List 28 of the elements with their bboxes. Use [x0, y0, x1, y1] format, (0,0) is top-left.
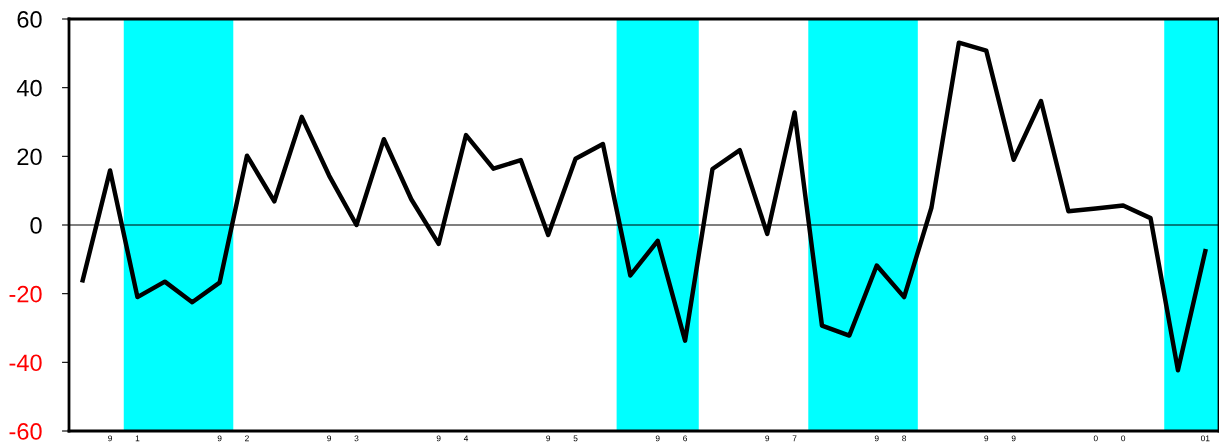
- x-tick-label: 9: [874, 435, 879, 442]
- x-tick-label: 9: [984, 435, 989, 442]
- y-tick-label: -40: [9, 354, 42, 372]
- x-tick-label: 6: [683, 435, 688, 442]
- x-tick-label: 9: [765, 435, 770, 442]
- x-tick-label: 9: [1011, 435, 1016, 442]
- x-tick-label: 01: [1201, 435, 1210, 442]
- x-tick-label: 2: [245, 435, 249, 442]
- x-tick-label: 3: [354, 435, 359, 442]
- x-tick-label: 9: [436, 435, 441, 442]
- x-tick-label: 8: [902, 435, 907, 442]
- x-tick-label: 4: [463, 435, 469, 442]
- y-tick-label: -60: [9, 423, 42, 440]
- x-tick-label: 5: [573, 435, 578, 442]
- x-tick-label: 9: [217, 435, 222, 442]
- y-tick-label: 0: [30, 217, 42, 234]
- x-tick-label: 9: [655, 435, 660, 442]
- y-tick-label: 40: [16, 79, 42, 97]
- x-tick-label: 1: [135, 435, 140, 442]
- y-tick-label: 60: [17, 11, 42, 28]
- x-tick-label: 9: [546, 435, 551, 442]
- x-tick-label: 0: [1093, 435, 1098, 442]
- x-tick-label: 9: [108, 435, 112, 442]
- y-tick-label: -20: [9, 285, 42, 303]
- x-tick-label: 7: [792, 435, 797, 442]
- y-tick-label: 20: [17, 148, 42, 166]
- x-tick-label: 9: [327, 435, 332, 442]
- x-tick-label: 0: [1121, 435, 1126, 442]
